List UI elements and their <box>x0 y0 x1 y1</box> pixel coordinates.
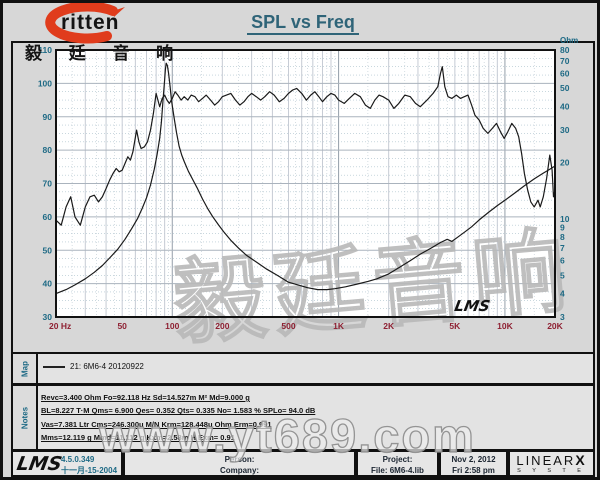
linearx-logo: LINEARX <box>516 452 587 469</box>
logo-swoosh-icon <box>45 3 125 44</box>
map-label-box: Map <box>13 354 38 383</box>
driver-parameters: Revc=3.400 Ohm Fo=92.118 Hz Sd=14.527m M… <box>41 391 589 445</box>
lms-logo: LMS <box>15 453 64 475</box>
linearx-cell: LINEARX S Y S T E M S <box>508 450 595 477</box>
legend-text: 21: 6M6-4 20120922 <box>70 362 144 371</box>
map-label: Map <box>20 360 29 377</box>
person-company-cell: Person: Company: <box>123 450 356 477</box>
report-time: Fri 2:58 pm <box>452 466 495 475</box>
parameter-line: Mms=12.119 g Mmd=11.112 g Kxm=2.58m H Ex… <box>41 433 235 443</box>
datetime-cell: Nov 2, 2012 Fri 2:58 pm <box>439 450 508 477</box>
footer-bar: LMS 4.5.0.349 十一月-15-2004 Person: Compan… <box>11 450 595 477</box>
brand-text: ritten <box>61 11 120 34</box>
notes-panel: Notes Revc=3.400 Ohm Fo=92.118 Hz Sd=14.… <box>11 384 595 451</box>
notes-label-box: Notes <box>13 386 38 449</box>
version-block: 4.5.0.349 十一月-15-2004 <box>61 452 117 476</box>
company-label: Company: <box>219 466 260 475</box>
project-label: Project: <box>382 455 413 464</box>
report-date: Nov 2, 2012 <box>451 455 496 464</box>
curve-legend: 21: 6M6-4 20120922 <box>43 362 144 371</box>
parameter-line: BL=8.227 T·M Qms= 6.900 Qes= 0.352 Qts= … <box>41 406 316 416</box>
header: SPL vs Freq <box>3 3 597 41</box>
version-cell: LMS 4.5.0.349 十一月-15-2004 <box>11 450 123 477</box>
file-label: File: 6M6-4.lib <box>371 466 424 475</box>
eritten-brand-logo: ritten 毅 廷 音 响 <box>17 3 173 67</box>
legend-line-swatch <box>43 365 65 368</box>
notes-label: Notes <box>20 406 29 429</box>
version-number: 4.5.0.349 <box>61 455 95 464</box>
person-label: Person: <box>224 455 255 464</box>
project-file-cell: Project: File: 6M6-4.lib <box>356 450 439 477</box>
map-panel: Map 21: 6M6-4 20120922 <box>11 352 595 385</box>
brand-chinese-text: 毅 廷 音 响 <box>25 44 185 63</box>
parameter-line: Vas=7.381 Ltr Cms=246.300u M/N Krm=128.4… <box>41 419 272 429</box>
linearx-systems-text: S Y S T E M S <box>517 468 586 480</box>
parameter-line: Revc=3.400 Ohm Fo=92.118 Hz Sd=14.527m M… <box>41 393 250 402</box>
page-title: SPL vs Freq <box>3 12 597 35</box>
version-date: 十一月-15-2004 <box>61 466 118 475</box>
